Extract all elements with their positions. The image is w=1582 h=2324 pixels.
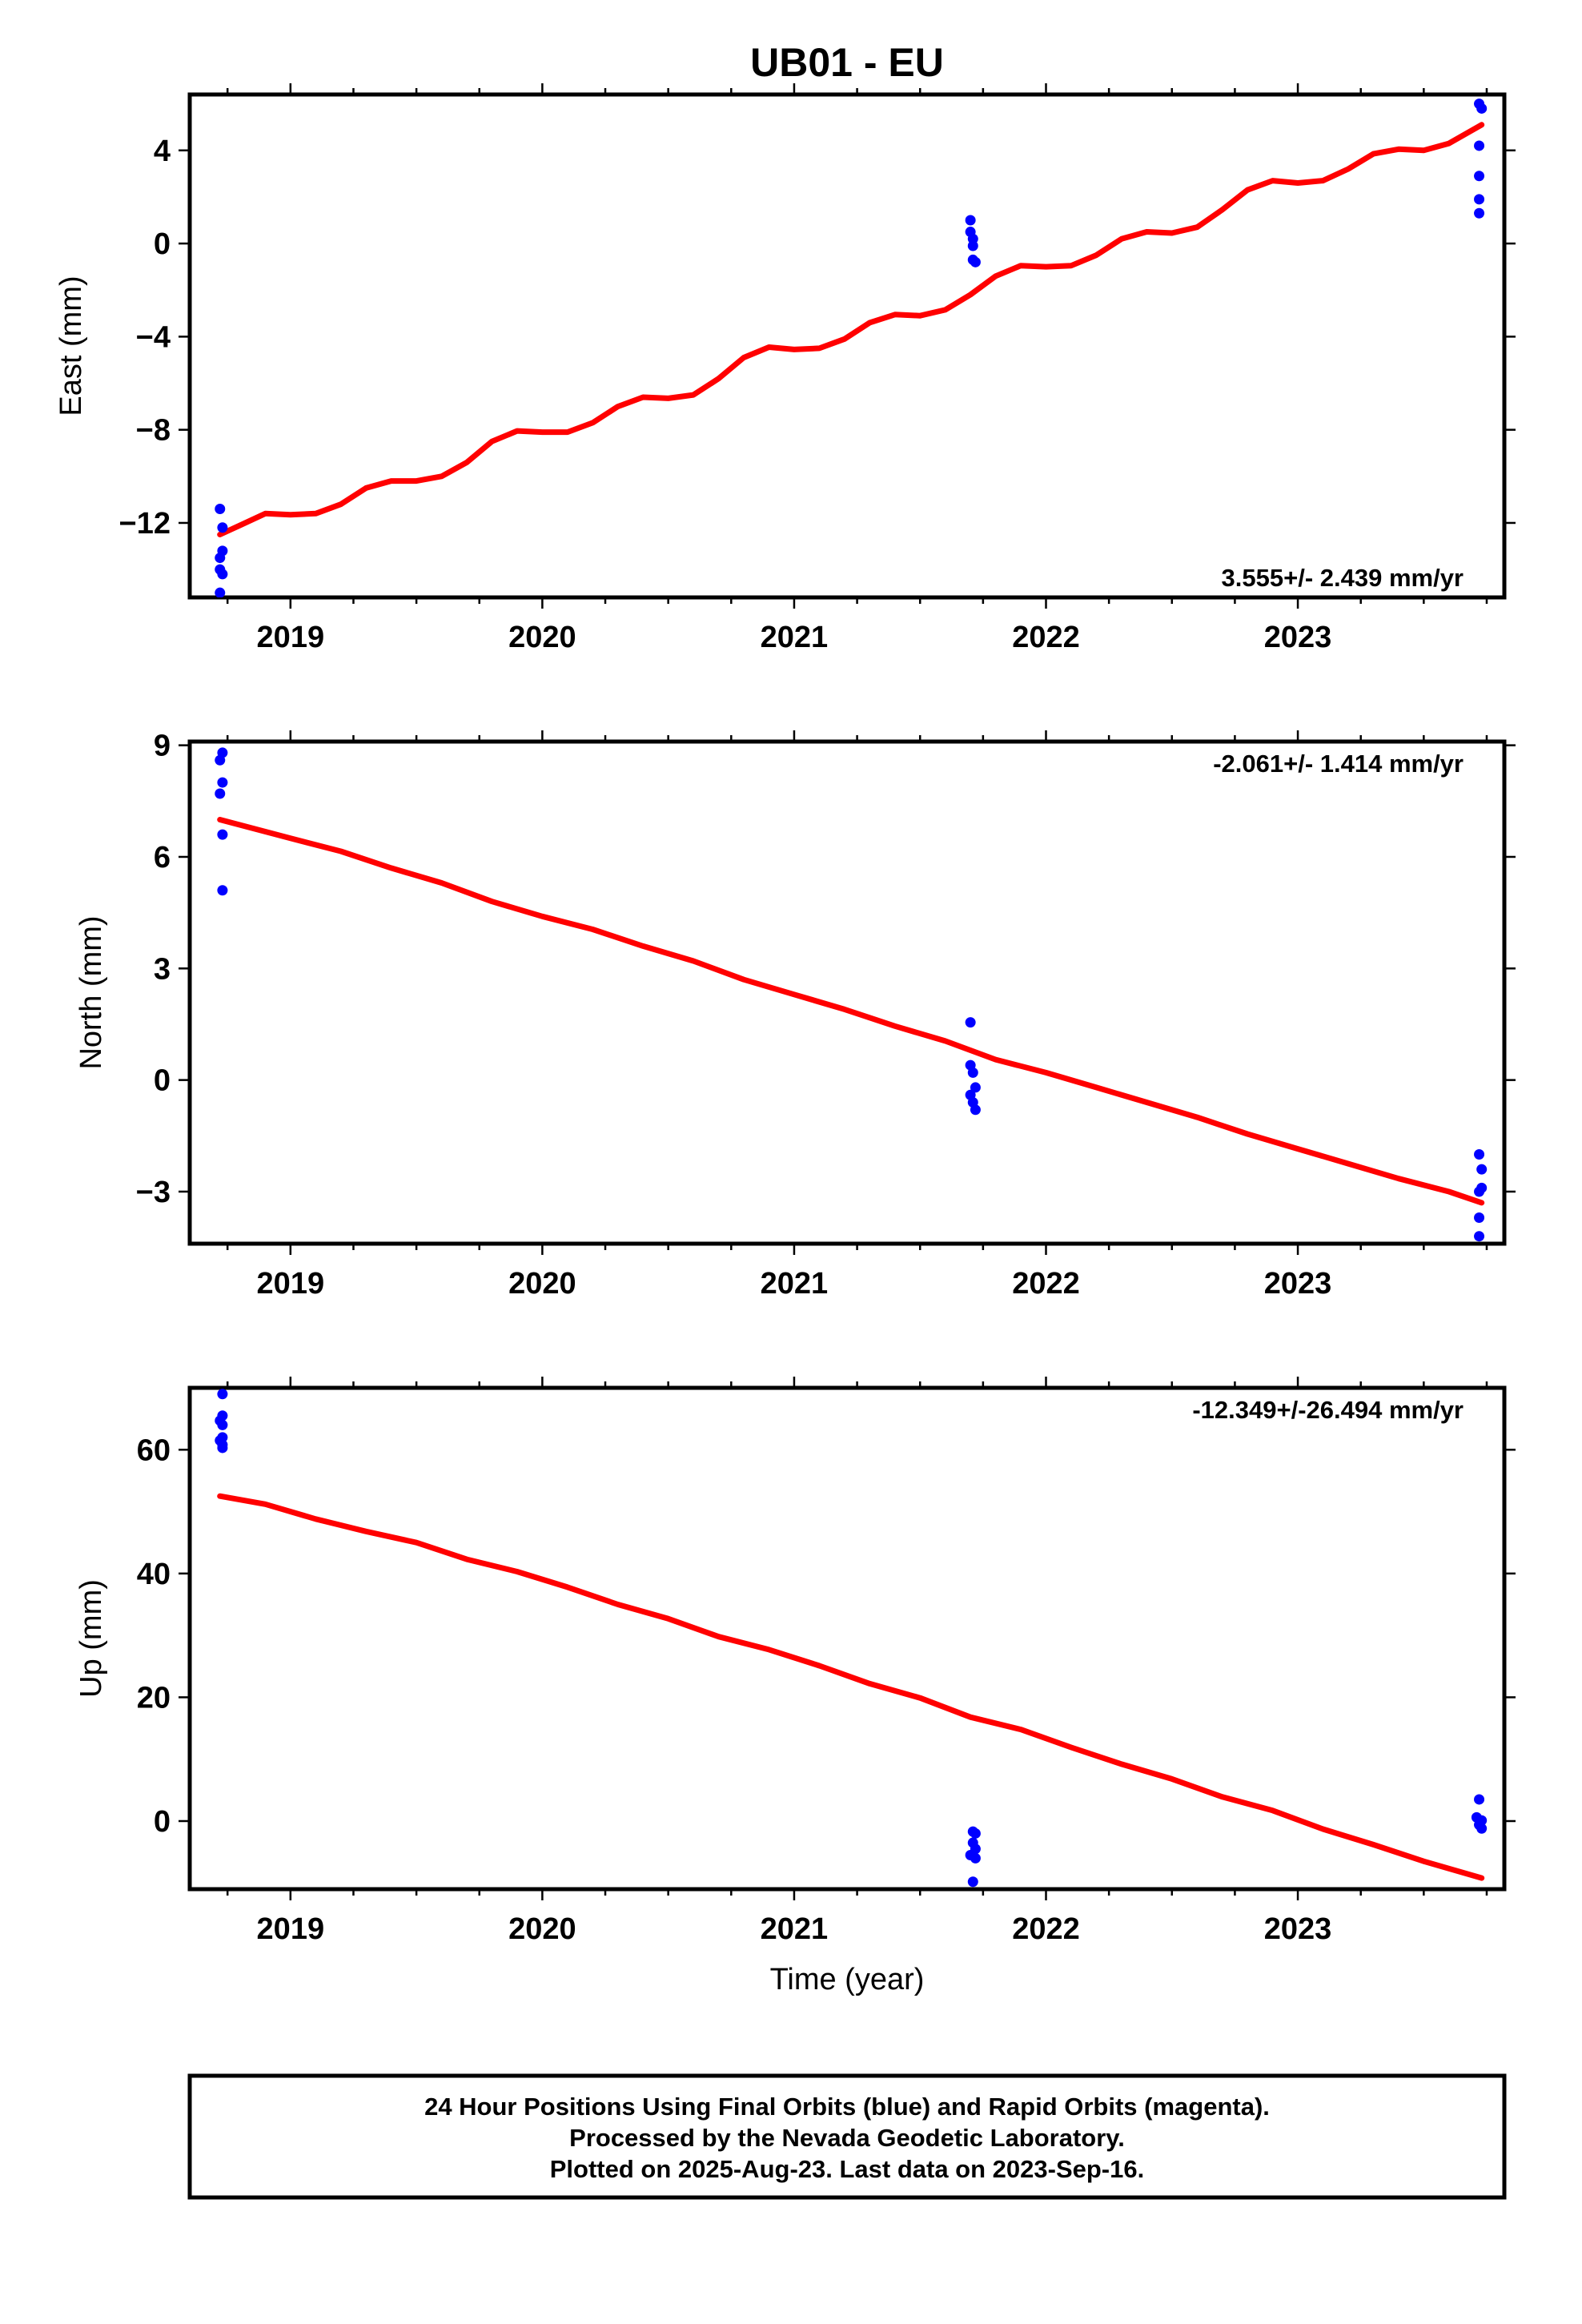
north-data-point (967, 1067, 978, 1078)
north-data-point (217, 777, 228, 788)
east-data-point (215, 553, 226, 564)
east-model-fit-line (217, 122, 1485, 537)
up-x-tick-label: 2022 (1012, 1912, 1080, 1946)
north-data-point (970, 1082, 981, 1093)
north-data-point (215, 754, 226, 766)
up-data-point (970, 1852, 981, 1864)
north-plot-area (215, 747, 1488, 1242)
footer-box (187, 2073, 1507, 2200)
east-data-point (215, 587, 226, 597)
up-model-fit-line (217, 1493, 1485, 1881)
north-data-point (1474, 1231, 1485, 1242)
east-x-tick-label: 2021 (761, 621, 829, 654)
east-y-tick-label: −8 (136, 414, 171, 448)
north-model-fit-line (217, 817, 1485, 1206)
north-plot-frame (187, 739, 1507, 1246)
up-data-point (217, 1419, 228, 1430)
east-y-tick-label: 4 (154, 135, 171, 168)
east-data-point (217, 569, 228, 580)
north-x-tick-label: 2022 (1012, 1267, 1080, 1301)
up-plot-area (215, 1389, 1488, 1888)
east-y-tick-label: −12 (119, 507, 171, 541)
east-data-point (1474, 140, 1485, 151)
footer-line-3: Plotted on 2025-Aug-23. Last data on 202… (550, 2155, 1144, 2183)
up-data-point (970, 1827, 981, 1839)
east-data-point (1474, 194, 1485, 205)
up-data-point (217, 1442, 228, 1454)
north-x-tick-label: 2021 (761, 1267, 829, 1301)
east-data-point (967, 240, 978, 251)
north-rate-label: -2.061+/- 1.414 mm/yr (1213, 750, 1464, 778)
east-y-axis-label: East (mm) (54, 275, 88, 416)
up-y-axis-label: Up (mm) (74, 1579, 108, 1698)
east-x-tick-label: 2023 (1264, 621, 1332, 654)
east-data-point (965, 215, 976, 226)
east-rate-label: 3.555+/- 2.439 mm/yr (1222, 564, 1464, 592)
north-data-point (970, 1104, 981, 1116)
east-panel: 2019 2020 2021 2022 2023 4 0 −4 −8 −12 East (mm) 3.… (54, 83, 1516, 654)
east-data-point (1474, 171, 1485, 182)
up-y-tick-label: 60 (137, 1433, 171, 1467)
up-x-tick-label: 2021 (761, 1912, 829, 1946)
north-data-point (1474, 1212, 1485, 1223)
north-data-point (1474, 1186, 1485, 1197)
up-panel: 2019 2020 2021 2022 2023 60 40 20 0 Up (mm) -12.34… (74, 1377, 1516, 1946)
east-data-point (1474, 207, 1485, 219)
north-data-point (217, 885, 228, 896)
up-x-tick-label: 2019 (257, 1912, 325, 1946)
north-data-point (1476, 1164, 1488, 1175)
north-y-tick-label: 3 (154, 952, 171, 986)
east-x-tick-label: 2020 (508, 621, 576, 654)
east-plot-area (215, 99, 1488, 597)
footer-line-2: Processed by the Nevada Geodetic Laborat… (569, 2124, 1125, 2152)
up-y-tick-label: 20 (137, 1681, 171, 1715)
north-x-tick-label: 2023 (1264, 1267, 1332, 1301)
chart-title: UB01 - EU (750, 40, 944, 85)
x-axis-label: Time (year) (770, 1963, 925, 1996)
up-x-tick-label: 2023 (1264, 1912, 1332, 1946)
north-data-point (965, 1017, 976, 1028)
north-y-tick-label: 9 (154, 730, 171, 763)
east-x-tick-label: 2019 (257, 621, 325, 654)
east-y-tick-label: −4 (136, 320, 171, 354)
up-y-tick-label: 0 (154, 1805, 171, 1839)
north-x-tick-label: 2020 (508, 1267, 576, 1301)
up-data-point (967, 1876, 978, 1888)
up-plot-frame (187, 1385, 1507, 1892)
east-data-point (970, 256, 981, 267)
up-rate-label: -12.349+/-26.494 mm/yr (1192, 1396, 1464, 1424)
north-data-point (1474, 1149, 1485, 1160)
east-data-point (217, 522, 228, 533)
north-y-tick-label: 6 (154, 841, 171, 875)
footer-line-1: 24 Hour Positions Using Final Orbits (bl… (424, 2093, 1270, 2121)
north-y-tick-label: 0 (154, 1064, 171, 1098)
north-y-tick-label: −3 (136, 1176, 171, 1209)
north-x-tick-label: 2019 (257, 1267, 325, 1301)
east-y-tick-label: 0 (154, 227, 171, 261)
north-data-point (215, 788, 226, 799)
north-data-point (217, 829, 228, 840)
up-data-point (1476, 1823, 1488, 1834)
up-x-tick-label: 2020 (508, 1912, 576, 1946)
east-data-point (1476, 103, 1488, 114)
up-y-tick-label: 40 (137, 1558, 171, 1591)
up-data-point (1474, 1794, 1485, 1805)
east-plot-frame (187, 92, 1507, 600)
east-x-tick-label: 2022 (1012, 621, 1080, 654)
east-data-point (215, 504, 226, 515)
north-panel: 2019 2020 2021 2022 2023 9 6 3 0 −3 North (mm) -2.0… (74, 730, 1516, 1301)
up-data-point (217, 1389, 228, 1400)
north-y-axis-label: North (mm) (74, 915, 108, 1069)
